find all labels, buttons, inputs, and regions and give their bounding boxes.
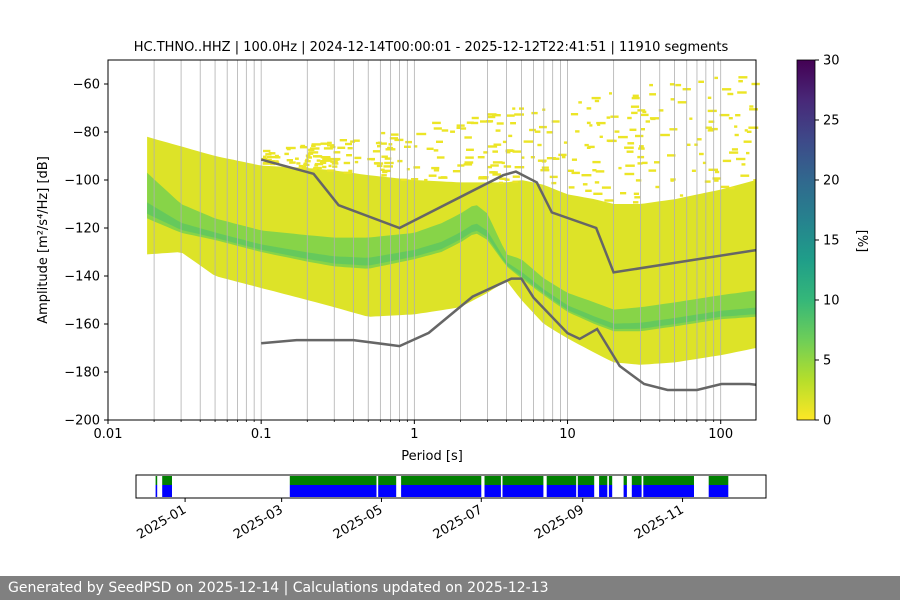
timeline-segment-available (708, 485, 729, 497)
reference-curve-nhnm (260, 158, 757, 274)
reference-curve-nlnm (261, 277, 757, 392)
timeline-segment-available (289, 485, 377, 497)
colorbar: 0 5 10 15 20 25 30 [%] (796, 54, 869, 429)
timeline-segment-processed (623, 476, 627, 485)
timeline-segment-available (162, 485, 172, 497)
timeline-date-label: 2025-01 (135, 502, 190, 542)
availability-timeline: 2025-01 2025-03 2025-05 2025-07 2025-09 2025-… (135, 474, 767, 543)
y-tick-label: −80 (73, 126, 100, 141)
timeline-segment-processed (289, 476, 377, 485)
timeline-segment-processed (631, 476, 642, 485)
y-tick-label: −120 (64, 222, 100, 237)
y-tick-label: −140 (64, 270, 100, 285)
density-band-envelope (147, 136, 757, 365)
colorbar-tick-label: 25 (823, 114, 840, 129)
x-axis-ticks: 0.01 0.1 1 10 100 (94, 420, 733, 442)
density-band-core (147, 202, 757, 329)
timeline-date-ticks: 2025-01 2025-03 2025-05 2025-07 2025-09 2025-… (135, 498, 687, 543)
timeline-segment-processed (643, 476, 694, 485)
plot-frame (107, 59, 757, 421)
timeline-segments (155, 476, 729, 497)
timeline-frame (135, 474, 767, 499)
timeline-segment-processed (401, 476, 482, 485)
timeline-segment-available (631, 485, 642, 497)
density-bands (147, 136, 757, 365)
timeline-segment-available (623, 485, 627, 497)
colorbar-tick-label: 20 (823, 174, 840, 189)
timeline-segment-processed (162, 476, 172, 485)
timeline-segment-available (378, 485, 397, 497)
timeline-date-label: 2025-07 (431, 502, 486, 542)
x-tick-label: 10 (559, 427, 576, 442)
timeline-date-label: 2025-05 (331, 502, 386, 542)
timeline-segment-available (577, 485, 595, 497)
x-tick-label: 0.01 (94, 427, 123, 442)
timeline-segment-processed (484, 476, 501, 485)
timeline-segment-processed (378, 476, 397, 485)
timeline-segment-available (546, 485, 577, 497)
psd-plot: 0.01 0.1 1 10 100 −200 −180 −160 −140 −120 −100 −8… (36, 59, 760, 464)
chart-title: HC.THNO..HHZ | 100.0Hz | 2024-12-14T00:0… (134, 40, 729, 55)
x-tick-label: 0.1 (251, 427, 272, 442)
timeline-date-label: 2025-11 (632, 502, 687, 542)
timeline-segment-processed (546, 476, 577, 485)
y-tick-label: −200 (64, 414, 100, 429)
x-tick-label: 1 (410, 427, 418, 442)
y-axis-label: Amplitude [m²/s⁴/Hz] [dB] (36, 156, 51, 324)
colorbar-tick-label: 0 (823, 414, 831, 429)
timeline-segment-processed (577, 476, 595, 485)
y-tick-label: −180 (64, 366, 100, 381)
timeline-segment-available (608, 485, 613, 497)
timeline-segment-available (502, 485, 544, 497)
timeline-segment-available (401, 485, 482, 497)
colorbar-tick-label: 5 (823, 354, 831, 369)
timeline-date-label: 2025-09 (532, 502, 587, 542)
y-tick-label: −160 (64, 318, 100, 333)
figure: HC.THNO..HHZ | 100.0Hz | 2024-12-14T00:0… (36, 40, 869, 543)
colorbar-ticks: 0 5 10 15 20 25 30 (815, 54, 840, 429)
colorbar-gradient (796, 59, 816, 421)
y-tick-label: −60 (73, 78, 100, 93)
colorbar-tick-label: 30 (823, 54, 840, 69)
timeline-segment-processed (599, 476, 608, 485)
grid (107, 60, 722, 420)
timeline-segment-available (599, 485, 608, 497)
timeline-segment-processed (155, 476, 158, 485)
y-tick-label: −100 (64, 174, 100, 189)
timeline-segment-available (484, 485, 501, 497)
timeline-segment-available (643, 485, 694, 497)
timeline-segment-processed (708, 476, 729, 485)
colorbar-label: [%] (854, 230, 869, 253)
footer-bar: Generated by SeedPSD on 2025-12-14 | Cal… (0, 576, 900, 600)
timeline-segment-processed (608, 476, 613, 485)
timeline-date-label: 2025-03 (231, 502, 286, 542)
x-tick-label: 100 (708, 427, 733, 442)
y-axis-ticks: −200 −180 −160 −140 −120 −100 −80 −60 (64, 78, 108, 429)
timeline-segment-available (155, 485, 158, 497)
timeline-segment-processed (502, 476, 544, 485)
x-axis-label: Period [s] (401, 449, 463, 464)
colorbar-tick-label: 10 (823, 294, 840, 309)
colorbar-tick-label: 15 (823, 234, 840, 249)
noise-model-curves (260, 158, 757, 392)
